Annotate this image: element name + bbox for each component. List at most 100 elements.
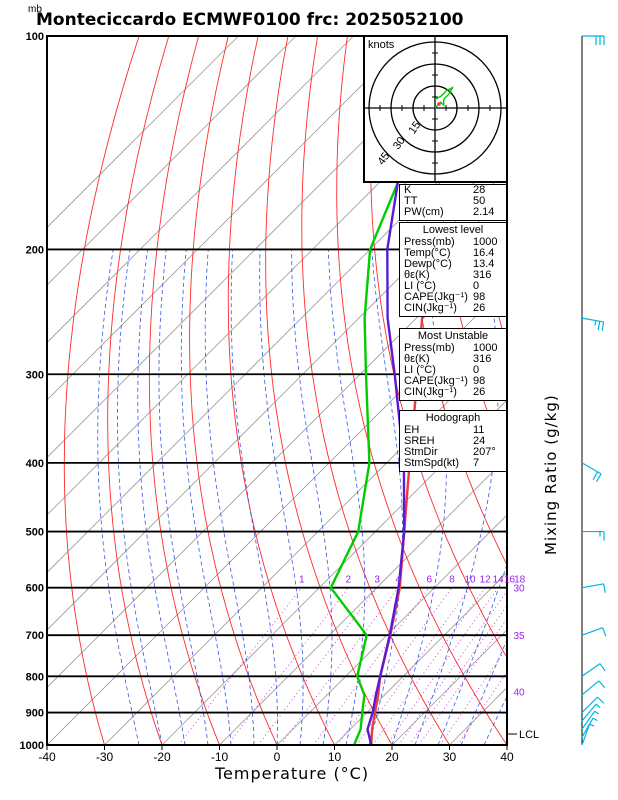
mixing-ratio-line (439, 646, 507, 745)
hodograph-info-row: StmDir 207° (400, 447, 506, 458)
wind-barb-half-flag (595, 703, 601, 708)
mixing-ratio-tick-label: 8 (449, 575, 455, 586)
isotherm-line (47, 36, 469, 459)
lowest-level-value: 0 (473, 280, 480, 292)
wind-barb (581, 710, 600, 730)
x-axis-label: Temperature (°C) (215, 764, 370, 783)
moist-adiabat-line (291, 249, 333, 745)
most-unstable-value: 0 (473, 364, 480, 376)
lowest-level-header: Lowest level (422, 224, 484, 236)
dry-adiabat-line (586, 36, 618, 745)
hodograph-info-key: SREH (404, 435, 435, 447)
mixing-ratio-tick-label: 2 (346, 575, 352, 586)
pressure-unit-label: mb (28, 4, 42, 15)
wind-barb (581, 696, 605, 713)
wind-barb-staff (581, 583, 604, 589)
index-row: TT 50 (400, 196, 506, 207)
series-dewpoint-line (329, 36, 482, 745)
wind-barb-staff (581, 663, 601, 677)
x-tick-label: 40 (500, 750, 514, 764)
lowest-level-key: LI (°C) (404, 280, 436, 292)
isotherm-line (219, 456, 507, 745)
pressure-tick-label: 300 (26, 369, 44, 381)
pressure-tick-label: 900 (26, 708, 44, 720)
moist-adiabat-line (368, 249, 403, 745)
mixing-ratio-tick-label: 16 (504, 575, 516, 586)
wind-barb (581, 583, 606, 593)
lowest-level-value: 1000 (473, 236, 498, 248)
dry-adiabat-line (107, 36, 170, 745)
index-key: K (404, 184, 412, 196)
index-key: TT (404, 195, 418, 207)
wind-barb (581, 627, 607, 637)
moist-adiabat-line (391, 249, 447, 745)
index-value: 2.14 (473, 206, 495, 218)
wind-barb-staff (581, 627, 603, 636)
wind-barb-flag (597, 321, 601, 331)
chart-grid (47, 36, 618, 745)
mixing-ratio-tick-label: 1 (299, 575, 305, 586)
theta-e-label: 30 (513, 584, 525, 595)
wind-barb-flag (598, 680, 606, 689)
lowest-level-row: θε(K) 316 (400, 270, 506, 281)
hodograph-info-key: EH (404, 424, 420, 436)
hodograph-info-row: SREH 24 (400, 436, 506, 447)
dry-adiabat-line (370, 36, 507, 659)
most-unstable-value: 1000 (473, 342, 498, 354)
hodograph-ring-label: 30 (391, 135, 408, 152)
index-row: K 28 (400, 185, 506, 196)
hodograph-info-value: 11 (473, 424, 485, 436)
x-tick-label: 30 (443, 750, 457, 764)
dry-adiabat-line (227, 36, 335, 745)
theta-e-label: 35 (513, 631, 525, 642)
most-unstable-key: LI (°C) (404, 364, 436, 376)
lowest-level-row: CIN(Jkg⁻¹) 26 (400, 303, 506, 314)
hodograph-info-header: Hodograph (425, 412, 481, 424)
wind-barb-flag (592, 471, 599, 480)
isotherm-line (47, 226, 507, 689)
x-tick-label: -30 (96, 750, 114, 764)
index-row: PW(cm) 2.14 (400, 207, 506, 218)
index-value: 28 (473, 184, 486, 196)
moist-adiabat-line (117, 249, 163, 745)
isotherm-line (47, 36, 354, 344)
lowest-level-value: 316 (473, 269, 492, 281)
indices-top-box: K 28 TT 50 PW(cm) 2.14 (399, 184, 507, 221)
wind-barb-staff (581, 717, 594, 738)
dry-adiabat-line (434, 36, 507, 465)
wind-barb (582, 530, 605, 541)
moist-adiabat-line (180, 249, 232, 745)
moist-adiabat-line (204, 249, 255, 745)
wind-barb-half-flag (592, 717, 598, 722)
moist-adiabat-line (259, 249, 304, 745)
dry-adiabat-line (336, 36, 507, 745)
index-value: 50 (473, 195, 486, 207)
mixing-ratio-line (409, 604, 507, 745)
x-tick-label: 10 (328, 750, 342, 764)
most-unstable-value: 26 (473, 386, 486, 398)
x-tick-label: 0 (274, 750, 281, 764)
wind-barb-flag (602, 627, 607, 637)
wind-barb-half-flag (594, 320, 597, 326)
hodograph-ring-label: 45 (375, 150, 392, 167)
mixing-ratio-tick-label: 10 (465, 575, 477, 586)
mixing-ratio-tick-label: 6 (426, 575, 432, 586)
pressure-tick-label: 800 (26, 671, 44, 683)
wind-barb-staff (581, 724, 591, 746)
isotherm-line (47, 36, 412, 401)
most-unstable-key: Press(mb) (404, 342, 455, 354)
index-key: PW(cm) (404, 206, 444, 218)
moist-adiabat-line (137, 249, 186, 745)
wind-barb-staff (581, 696, 598, 713)
mixing-ratio-tick-label: 14 (493, 575, 505, 586)
mixing-ratio-tick-label: 3 (374, 575, 380, 586)
series-parcel-line (366, 91, 414, 745)
lowest-level-value: 98 (473, 291, 486, 303)
dry-adiabat-line (189, 36, 278, 745)
most-unstable-key: θε(K) (404, 353, 430, 365)
lowest-level-key: Dewp(°C) (404, 258, 452, 270)
x-tick-label: -20 (153, 750, 171, 764)
pressure-tick-label: 600 (26, 583, 44, 595)
